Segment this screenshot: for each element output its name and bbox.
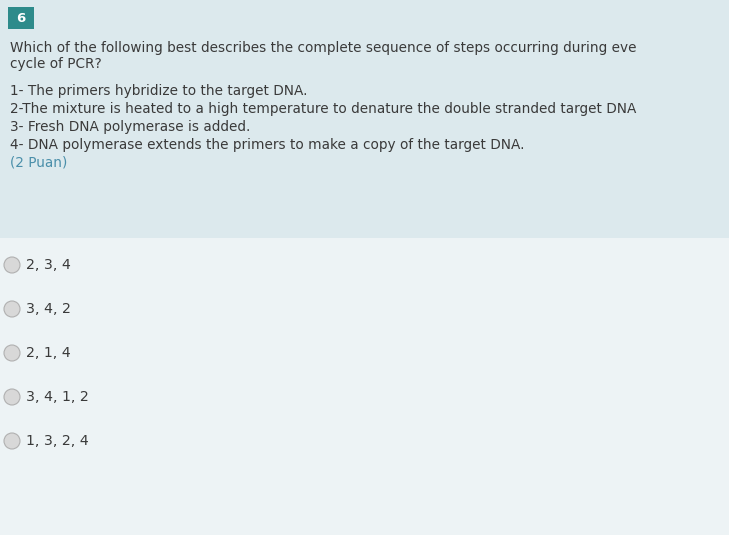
Circle shape xyxy=(4,301,20,317)
Text: 3, 4, 1, 2: 3, 4, 1, 2 xyxy=(26,390,89,404)
Circle shape xyxy=(4,389,20,405)
FancyBboxPatch shape xyxy=(8,7,34,29)
Text: 3- Fresh DNA polymerase is added.: 3- Fresh DNA polymerase is added. xyxy=(10,120,250,134)
Text: 2-The mixture is heated to a high temperature to denature the double stranded ta: 2-The mixture is heated to a high temper… xyxy=(10,102,636,116)
FancyBboxPatch shape xyxy=(0,0,729,238)
Text: 4- DNA polymerase extends the primers to make a copy of the target DNA.: 4- DNA polymerase extends the primers to… xyxy=(10,138,524,152)
Circle shape xyxy=(4,345,20,361)
Circle shape xyxy=(4,433,20,449)
Text: 6: 6 xyxy=(16,11,26,25)
Circle shape xyxy=(4,257,20,273)
Text: cycle of PCR?: cycle of PCR? xyxy=(10,57,102,71)
Text: 3, 4, 2: 3, 4, 2 xyxy=(26,302,71,316)
Text: 2, 3, 4: 2, 3, 4 xyxy=(26,258,71,272)
Text: Which of the following best describes the complete sequence of steps occurring d: Which of the following best describes th… xyxy=(10,41,636,55)
Text: (2 Puan): (2 Puan) xyxy=(10,156,67,170)
Text: 1, 3, 2, 4: 1, 3, 2, 4 xyxy=(26,434,89,448)
Text: 1- The primers hybridize to the target DNA.: 1- The primers hybridize to the target D… xyxy=(10,84,308,98)
Text: 2, 1, 4: 2, 1, 4 xyxy=(26,346,71,360)
